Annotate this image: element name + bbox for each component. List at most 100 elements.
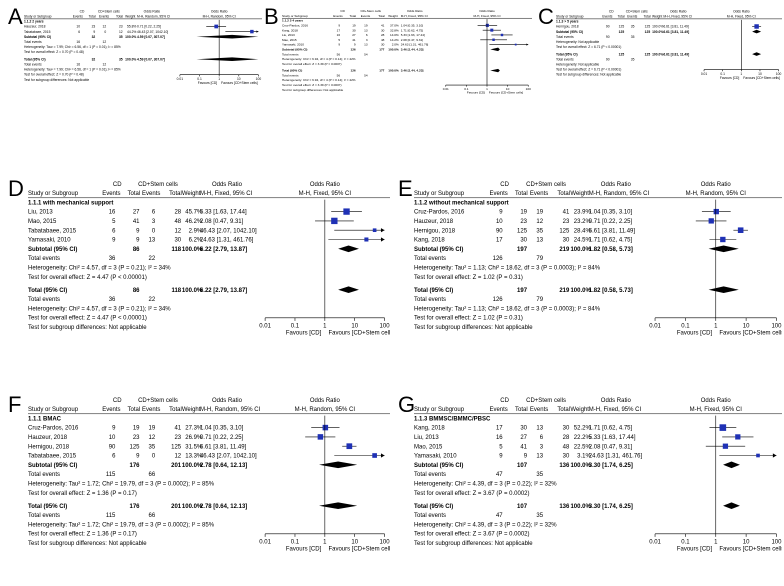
col-sc-events: Events — [99, 14, 109, 18]
total-row-ci: 1.82 [0.58, 5.73] — [589, 288, 633, 294]
forest-plot-c: CD CD+Stem cells Odds Ratio Odds Ratio Study… — [556, 9, 782, 80]
study-row-2-sc-events: 12 — [536, 219, 543, 225]
total-note-2: Test for overall effect: Z = 3.39 (P = 0… — [282, 83, 342, 87]
x-tick-label-1: 0.01 — [649, 323, 661, 329]
study-row-3-point-estimate — [722, 443, 729, 449]
study-row-3-name: Hernigou, 2018 — [414, 228, 456, 234]
total-row-name: Total (95% CI) — [414, 504, 453, 510]
header-odds-ratio: Odds Ratio — [601, 398, 632, 404]
study-row-4-sc-total: 12 — [174, 454, 181, 460]
study-row-1-cd-events: 17 — [496, 426, 503, 432]
total-note-2: Test for overall effect: Z = 3.67 (P = 0… — [414, 532, 530, 538]
header-cd-stem-cells: CD+Stem cells — [98, 9, 120, 13]
subtotal-events-row-name: Total events — [24, 40, 42, 44]
study-row-2-cd-total: 23 — [133, 435, 140, 441]
study-row-1-ci: 6.61 [3.81, 11.49] — [663, 25, 689, 29]
total-note-2: Test for overall effect: Z = 1.36 (P = 0… — [28, 532, 137, 538]
col-cd-events: Events — [489, 407, 507, 413]
study-row-2-sc-total: 23 — [174, 435, 181, 441]
header-plot-odds-ratio: Odds Ratio — [701, 182, 732, 188]
subtotal-row-diamond — [319, 461, 358, 469]
header-cd-stem-cells: CD+Stem cells — [526, 182, 566, 188]
subgroup-label: 1.1.2 without mechanical support — [414, 200, 509, 206]
study-row-3-sc-events: 35 — [536, 228, 543, 234]
subtotal-note-1: Heterogeneity: Tau² = 1.72; Chi² = 19.79… — [28, 482, 215, 488]
study-row-1-weight: 55.8% — [127, 25, 136, 29]
study-row-3-weight: 14.0% — [390, 33, 399, 37]
subtotal-row-weight: 100.0% — [388, 47, 399, 51]
subtotal-row-diamond — [196, 34, 259, 39]
subtotal-events-row-name: Total events — [282, 52, 299, 56]
x-tick-label-4: 10 — [351, 323, 358, 329]
study-row-2-cd-events: 17 — [337, 28, 341, 32]
study-row-1-ci: 1.71 [0.62, 4.75] — [589, 426, 633, 432]
study-row-4-name: Mao, 2015 — [282, 38, 297, 42]
study-row-5-cd-events: 9 — [338, 43, 340, 47]
study-row-3-point-estimate — [737, 227, 744, 233]
total-note-2: Test for overall effect: Z = 0.70 (P = 0… — [24, 73, 84, 77]
col-weight: Weight — [182, 407, 201, 413]
col-ci: M-H, Random, 95% CI — [200, 407, 261, 413]
study-row-4-cd-total: 9 — [136, 238, 140, 244]
subtotal-events-row-name: Total events — [414, 472, 446, 478]
study-row-3-cd-total: 27 — [352, 33, 356, 37]
study-row-1-point-estimate — [485, 23, 489, 27]
col-weight: Weight — [570, 407, 589, 413]
subtotal-note-2: Test for overall effect: Z = 0.70 (P = 0… — [24, 50, 84, 54]
total-events-row-sc-events: 54 — [364, 73, 368, 77]
col-sc-events: Events — [361, 14, 371, 18]
subtotal-note-1: Heterogeneity: Chi² = 6.94, df = 4 (P = … — [282, 57, 356, 61]
subtotal-row-cd-total: 32 — [92, 35, 96, 39]
subtotal-row-diamond — [338, 245, 359, 253]
total-note-3: Test for subgroup differences: Not appli… — [28, 325, 147, 331]
study-row-2-ci: 46.43 [2.07, 1042.10] — [137, 30, 168, 34]
study-row-1-sc-total: 23 — [119, 25, 123, 29]
col-sc-events: Events — [142, 407, 160, 413]
total-row-diamond — [490, 68, 500, 73]
panel-label-a: A — [8, 4, 23, 29]
total-events-row-cd-events: 90 — [606, 57, 610, 61]
subtotal-row-name: Subtotal (95% CI) — [282, 47, 307, 51]
study-row-1-sc-events: 19 — [536, 210, 543, 216]
panel-label-e: E — [398, 176, 413, 201]
total-row-name: Total (95% CI) — [24, 57, 46, 61]
header-odds-ratio: Odds Ratio — [212, 182, 243, 188]
subtotal-events-row-cd-events: 90 — [606, 35, 610, 39]
favours-right-label: Favours [CD+Stem cells] — [719, 547, 782, 553]
total-row-ci: 4.59 [0.07, 307.07] — [137, 57, 165, 61]
total-events-row-cd-events: 47 — [496, 513, 503, 519]
total-row-weight: 100.0% — [182, 504, 203, 510]
forest-plot-d: CD CD+Stem cells Odds Ratio Odds Ratio Study… — [28, 182, 390, 337]
total-row-diamond — [196, 57, 259, 62]
study-row-1-name: Hernigou, 2018 — [556, 25, 579, 29]
study-row-1-sc-total: 30 — [563, 426, 570, 432]
subtotal-events-row-name: Total events — [414, 256, 446, 262]
total-note-1: Heterogeneity: Chi² = 4.39, df = 3 (P = … — [414, 522, 557, 528]
total-row-sc-total: 219 — [559, 288, 570, 294]
study-row-2-cd-events: 16 — [496, 435, 503, 441]
study-row-3-sc-events: 3 — [540, 444, 544, 450]
study-row-4-sc-events: 13 — [536, 454, 543, 460]
subtotal-row-cd-total: 107 — [517, 463, 528, 469]
col-cd-events: Events — [489, 191, 507, 197]
subtotal-note-1: Heterogeneity: Chi² = 4.39, df = 3 (P = … — [414, 482, 557, 488]
study-row-1-sc-total: 41 — [381, 23, 385, 27]
study-row-3-cd-events: 5 — [499, 444, 503, 450]
subgroup-label: 1.1.3 BMMSC/BMMC/PBSC — [414, 416, 491, 422]
study-row-2-sc-total: 48 — [174, 219, 181, 225]
total-events-row-name: Total events — [24, 62, 42, 66]
total-row-sc-total: 136 — [559, 504, 570, 510]
header-odds-ratio: Odds Ratio — [601, 182, 632, 188]
subtotal-events-row-sc-events: 35 — [536, 472, 543, 478]
study-row-1-cd-events: 90 — [606, 25, 610, 29]
col-sc-events: Events — [142, 191, 160, 197]
favours-left-label: Favours [CD] — [467, 91, 485, 95]
study-row-4-ci: 1.71 [0.62, 4.75] — [589, 238, 633, 244]
study-row-5-ci: 24.63 [1.31, 461.76] — [401, 43, 429, 47]
col-sc-total: Total — [557, 407, 570, 413]
study-row-1-weight: 27.3% — [185, 426, 203, 432]
total-note-2: Test for overall effect: Z = 1.02 (P = 0… — [414, 316, 523, 322]
study-row-1-point-estimate — [713, 208, 719, 215]
subtotal-row-diamond — [752, 29, 762, 34]
study-row-4-point-estimate — [492, 38, 495, 41]
